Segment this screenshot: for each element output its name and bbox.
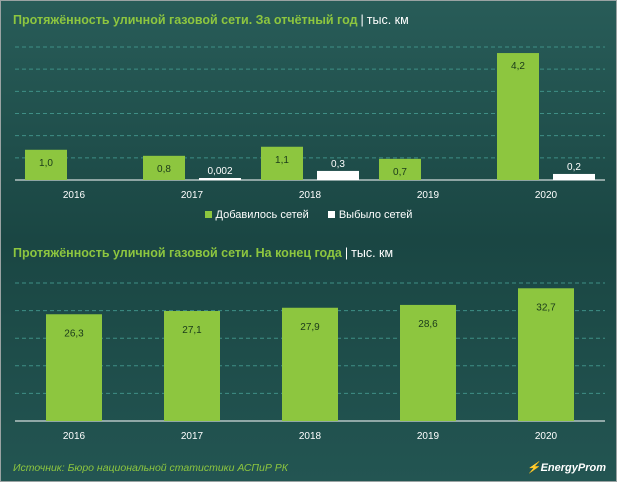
title-separator: | bbox=[344, 246, 349, 260]
energyprom-logo: ⚡EnergyProm bbox=[527, 461, 606, 474]
x-tick-label: 2016 bbox=[63, 431, 86, 442]
source-note: Источник: Бюро национальной статистики А… bbox=[13, 462, 288, 474]
top-chart-title: Протяжённость уличной газовой сети. За о… bbox=[13, 13, 409, 27]
top-bar-chart: 2016 1,0 2017 0,8 0,002 2018 1,1 0,3 2019 0,7 2020… bbox=[15, 46, 605, 201]
data-label: 27,9 bbox=[300, 322, 320, 333]
x-tick-label: 2017 bbox=[181, 431, 204, 442]
x-tick-label: 2020 bbox=[535, 190, 558, 201]
data-label: 4,2 bbox=[511, 61, 525, 72]
bar bbox=[282, 307, 338, 421]
bar bbox=[25, 149, 67, 180]
x-tick-label: 2019 bbox=[417, 190, 440, 201]
data-label: 0,8 bbox=[157, 164, 171, 175]
top-chart-title-text: Протяжённость уличной газовой сети. За о… bbox=[13, 13, 358, 27]
bottom-chart-unit: тыс. км bbox=[351, 246, 394, 260]
bottom-chart-title: Протяжённость уличной газовой сети. На к… bbox=[13, 246, 393, 260]
bar bbox=[379, 158, 421, 180]
bottom-bar-chart: 2016 26,3 2017 27,1 2018 27,9 2019 28,6 2020 32,7 bbox=[15, 282, 605, 442]
legend-label-added: Добавилось сетей bbox=[215, 209, 309, 221]
bottom-chart-title-text: Протяжённость уличной газовой сети. На к… bbox=[13, 246, 342, 260]
data-label: 28,6 bbox=[418, 319, 438, 330]
bar bbox=[317, 170, 359, 180]
data-label: 0,3 bbox=[331, 159, 345, 170]
bar bbox=[199, 178, 241, 180]
bar bbox=[518, 288, 574, 421]
x-tick-label: 2016 bbox=[63, 190, 86, 201]
bar bbox=[46, 314, 102, 421]
data-label: 0,002 bbox=[207, 166, 232, 177]
data-label: 27,1 bbox=[182, 325, 202, 336]
bar bbox=[164, 311, 220, 421]
bar bbox=[497, 53, 539, 180]
bolt-icon: ⚡ bbox=[526, 462, 541, 474]
x-tick-label: 2020 bbox=[535, 431, 558, 442]
data-label: 1,1 bbox=[275, 155, 289, 166]
top-chart-unit: тыс. км bbox=[366, 13, 409, 27]
title-separator: | bbox=[360, 13, 364, 27]
x-tick-label: 2017 bbox=[181, 190, 204, 201]
top-chart-legend: Добавилось сетей Выбыло сетей bbox=[1, 209, 616, 221]
legend-swatch-green bbox=[204, 211, 212, 218]
data-label: 0,7 bbox=[393, 167, 407, 178]
data-label: 0,2 bbox=[567, 162, 581, 173]
logo-text: EnergyProm bbox=[540, 462, 606, 474]
x-tick-label: 2019 bbox=[417, 431, 440, 442]
data-label: 26,3 bbox=[64, 328, 84, 339]
x-tick-label: 2018 bbox=[299, 190, 322, 201]
legend-swatch-white bbox=[327, 211, 335, 218]
legend-item-added: Добавилось сетей bbox=[204, 209, 309, 221]
bar bbox=[143, 155, 185, 180]
bar bbox=[553, 173, 595, 180]
legend-item-removed: Выбыло сетей bbox=[327, 209, 413, 221]
legend-label-removed: Выбыло сетей bbox=[338, 209, 413, 221]
x-tick-label: 2018 bbox=[299, 431, 322, 442]
data-label: 32,7 bbox=[536, 302, 556, 313]
bar bbox=[400, 304, 456, 421]
bar bbox=[261, 146, 303, 180]
data-label: 1,0 bbox=[39, 158, 53, 169]
